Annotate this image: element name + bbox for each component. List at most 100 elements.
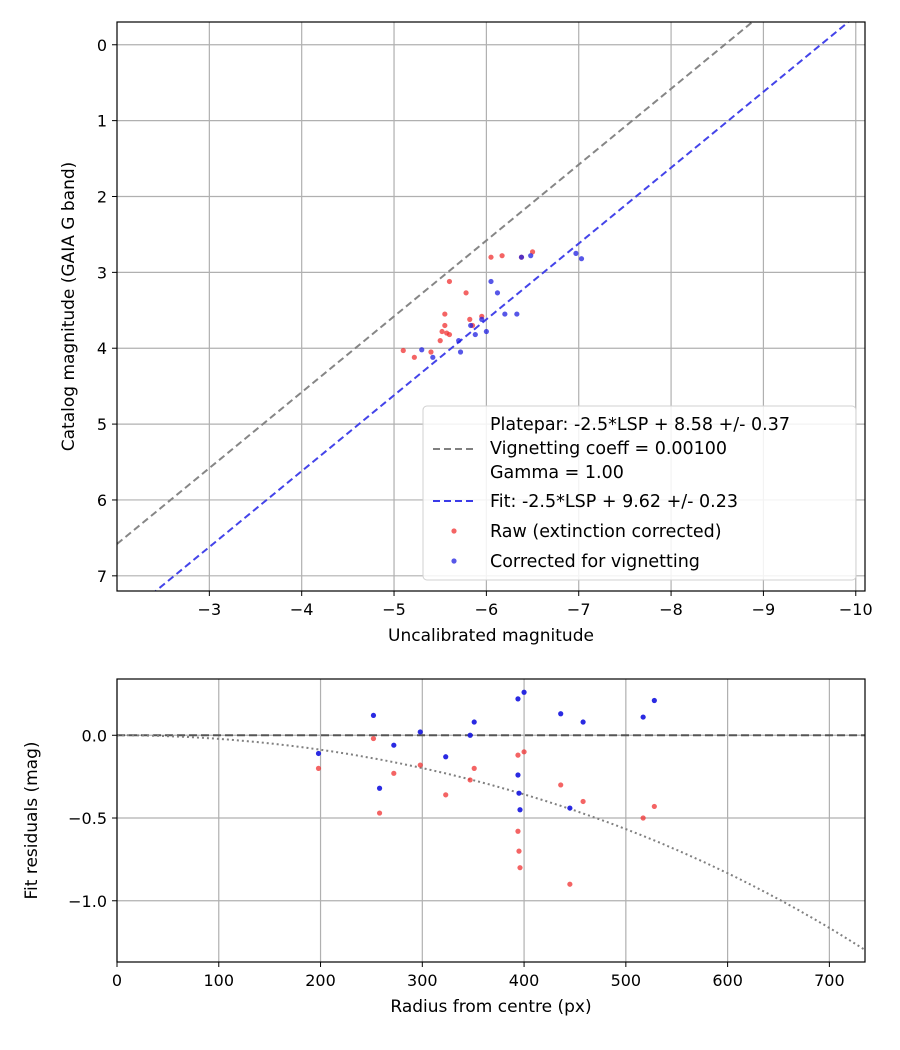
legend: Platepar: -2.5*LSP + 8.58 +/- 0.37 Vignet…: [422, 405, 857, 581]
x-axis-label: Radius from centre (px): [390, 997, 591, 1017]
residual-raw-point: [370, 735, 377, 742]
corrected-point: [578, 256, 585, 262]
residual-raw-point: [580, 798, 586, 805]
residual-corrected-point: [376, 785, 383, 791]
residual-raw-point: [467, 777, 473, 783]
residual-raw-point: [521, 749, 527, 755]
raw-point: [446, 278, 453, 285]
corrected-point: [456, 338, 462, 344]
residual-raw-point: [515, 828, 521, 834]
residual-raw-point: [471, 765, 477, 771]
raw-point: [467, 316, 473, 322]
y-tick-label: 0: [97, 36, 107, 55]
residual-corrected-point: [640, 714, 646, 720]
residual-raw-point: [567, 881, 573, 887]
corrected-point: [419, 347, 425, 353]
residual-corrected-point: [521, 689, 527, 695]
corrected-point: [502, 311, 508, 317]
x-tick-label: 300: [407, 971, 438, 990]
raw-point: [411, 354, 417, 360]
legend-raw-swatch: [451, 528, 457, 534]
corrected-point: [514, 311, 520, 317]
raw-point: [428, 349, 434, 355]
legend-box: [422, 405, 857, 581]
raw-point: [400, 347, 406, 354]
plot-area: [117, 22, 850, 591]
legend-platepar-text: Vignetting coeff = 0.00100: [490, 439, 727, 459]
x-tick-label: 700: [814, 971, 845, 990]
residual-corrected-point: [515, 696, 521, 702]
residual-corrected-point: [515, 772, 521, 778]
raw-point: [437, 338, 443, 344]
residual-corrected-point: [391, 742, 397, 748]
residual-raw-point: [558, 782, 564, 788]
corrected-point: [479, 316, 485, 322]
chart-panel-2: 0 100 200 300 400 500 600 700 0.0 −0.5 −1.0 Radius …: [22, 678, 866, 1017]
y-axis-label: Catalog magnitude (GAIA G band): [59, 162, 79, 452]
x-axis-label: Uncalibrated magnitude: [388, 626, 594, 646]
residual-raw-point: [640, 815, 646, 821]
residual-corrected-point: [370, 712, 377, 719]
corrected-point: [483, 328, 489, 335]
y-axis-label: Fit residuals (mag): [22, 742, 42, 900]
corrected-point: [430, 354, 436, 360]
residual-raw-point: [515, 752, 521, 758]
y-tick-label: 0.0: [82, 726, 107, 745]
legend-corrected-swatch: [451, 558, 457, 564]
raw-point: [463, 290, 469, 296]
corrected-point: [457, 349, 464, 355]
x-tick-label: −6: [475, 600, 499, 619]
residual-raw-point: [443, 792, 449, 798]
legend-fit-text: Fit: -2.5*LSP + 9.62 +/- 0.23: [490, 492, 738, 512]
chart-panel-1: −3 −4 −5 −6 −7 −8 −9 −10 0 1 2 3 4 5 6 7 Uncalibrated ma…: [59, 21, 873, 646]
plot-area: [117, 689, 865, 951]
corrected-point: [468, 322, 474, 329]
x-tick-label: −5: [382, 600, 406, 619]
residual-corrected-point: [651, 697, 657, 704]
y-tick-label: 7: [97, 567, 107, 586]
ticks: 0 100 200 300 400 500 600 700 0.0 −0.5 −1.0: [68, 726, 845, 990]
legend-raw-text: Raw (extinction corrected): [490, 522, 722, 542]
y-tick-label: −1.0: [68, 892, 107, 911]
axes-frame: [116, 21, 866, 592]
x-tick-label: 500: [611, 971, 642, 990]
residual-corrected-point: [516, 790, 522, 796]
y-tick-label: 5: [97, 415, 107, 434]
residual-raw-point: [651, 803, 657, 810]
corrected-point: [488, 278, 494, 285]
platepar-line: [117, 22, 754, 545]
corrected-point: [494, 290, 501, 296]
residual-raw-point: [391, 770, 397, 776]
legend-platepar-text: Platepar: -2.5*LSP + 8.58 +/- 0.37: [490, 415, 790, 435]
corrected-point: [573, 250, 579, 256]
x-tick-label: 600: [712, 971, 743, 990]
raw-point: [442, 322, 448, 329]
y-tick-label: 3: [97, 263, 107, 282]
residual-raw-point: [517, 865, 523, 871]
x-tick-label: −3: [198, 600, 222, 619]
residual-corrected-point: [443, 754, 449, 760]
residual-corrected-point: [315, 750, 322, 757]
y-tick-label: 1: [97, 112, 107, 131]
axes-frame: [116, 678, 866, 963]
residual-raw-point: [417, 762, 423, 768]
corrected-point: [472, 331, 478, 338]
residual-corrected-point: [467, 732, 473, 738]
x-tick-label: −10: [839, 600, 873, 619]
y-tick-label: 4: [97, 339, 107, 358]
y-tick-label: 6: [97, 491, 107, 510]
legend-corrected-text: Corrected for vignetting: [490, 552, 700, 572]
y-tick-label: −0.5: [68, 809, 107, 828]
raw-point: [446, 331, 453, 338]
y-tick-label: 2: [97, 187, 107, 206]
ticks: −3 −4 −5 −6 −7 −8 −9 −10 0 1 2 3 4 5 6 7: [97, 36, 873, 619]
raw-point: [488, 254, 494, 260]
x-tick-label: −4: [290, 600, 314, 619]
x-tick-label: 100: [203, 971, 234, 990]
x-tick-label: 400: [509, 971, 540, 990]
grid: [116, 679, 865, 962]
x-tick-label: 200: [305, 971, 336, 990]
vignetting-curve: [117, 734, 865, 951]
residual-raw-point: [516, 848, 522, 854]
